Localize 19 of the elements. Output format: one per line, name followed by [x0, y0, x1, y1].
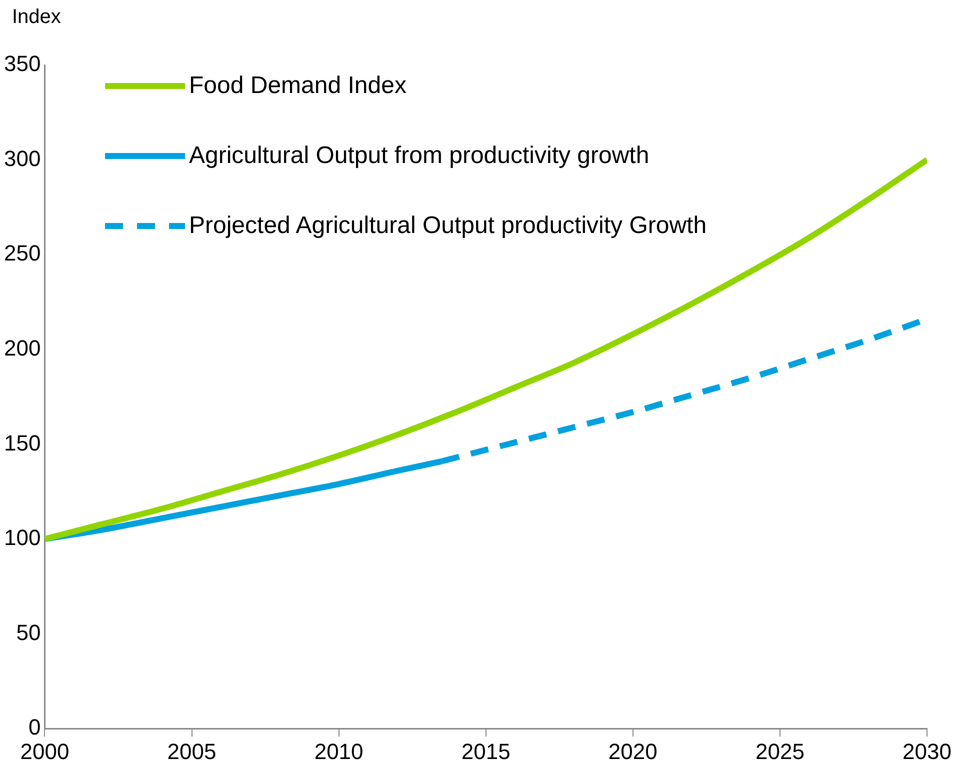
x-tick-label: 2030 — [902, 738, 952, 764]
y-tick-label: 0 — [28, 714, 41, 740]
y-tick-label: 300 — [4, 146, 41, 171]
x-tick-label: 2010 — [314, 738, 364, 764]
y-tick-label: 100 — [4, 525, 41, 550]
y-tick-label: 350 — [4, 51, 41, 76]
y-tick-label: 200 — [4, 335, 41, 360]
y-axis-title: Index — [12, 6, 61, 29]
y-tick-label: 150 — [4, 430, 41, 456]
legend-label: Projected Agricultural Output productivity Growth — [189, 212, 707, 240]
y-tick-label: 50 — [16, 620, 41, 645]
legend-label: Agricultural Output from productivity growth — [189, 142, 650, 170]
x-tick-label: 2000 — [20, 738, 70, 764]
y-tick-label: 250 — [4, 240, 41, 266]
legend-label: Food Demand Index — [189, 72, 406, 100]
x-tick-label: 2015 — [461, 738, 510, 764]
x-tick-label: 2005 — [167, 738, 216, 764]
x-tick-label: 2025 — [755, 738, 804, 764]
x-tick-label: 2020 — [608, 738, 658, 764]
